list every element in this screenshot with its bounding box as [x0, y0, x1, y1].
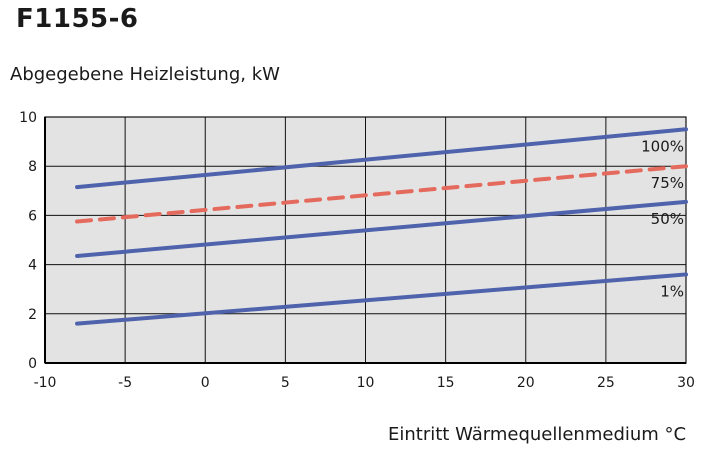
series-label-50pct: 50% — [651, 210, 684, 228]
y-tick-label: 8 — [28, 159, 37, 175]
x-tick-label: -10 — [34, 375, 57, 391]
y-tick-label: 4 — [28, 258, 37, 274]
x-tick-label: 5 — [281, 375, 290, 391]
series-label-100pct: 100% — [641, 137, 684, 155]
y-tick-label: 10 — [19, 110, 37, 126]
x-tick-label: 10 — [357, 375, 375, 391]
series-line-75pct — [75, 164, 688, 224]
series-line-1pct — [75, 272, 688, 326]
series-lines — [75, 127, 688, 326]
series-label-1pct: 1% — [660, 282, 684, 300]
series-line-50pct — [75, 199, 688, 258]
x-axis-label: Eintritt Wärmequellenmedium °C — [388, 424, 687, 445]
series-line-100pct — [75, 127, 688, 190]
x-tick-label: 30 — [677, 375, 695, 391]
y-axis-label: Abgegebene Heizleistung, kW — [10, 64, 280, 85]
x-tick-label: -5 — [118, 375, 132, 391]
y-tick-label: 2 — [28, 307, 37, 323]
x-tick-label: 25 — [597, 375, 615, 391]
x-tick-label: 15 — [437, 375, 455, 391]
x-tick-label: 20 — [517, 375, 535, 391]
tick-labels: -10 -5 0 5 10 15 20 25 30 0 2 4 6 8 10 — [19, 110, 695, 391]
chart-title: F1155-6 — [16, 4, 139, 34]
y-tick-label: 6 — [28, 208, 37, 224]
y-tick-label: 0 — [28, 356, 37, 372]
x-tick-label: 0 — [201, 375, 210, 391]
series-label-75pct: 75% — [651, 174, 684, 192]
series-labels: 100% 75% 50% 1% — [641, 137, 684, 300]
